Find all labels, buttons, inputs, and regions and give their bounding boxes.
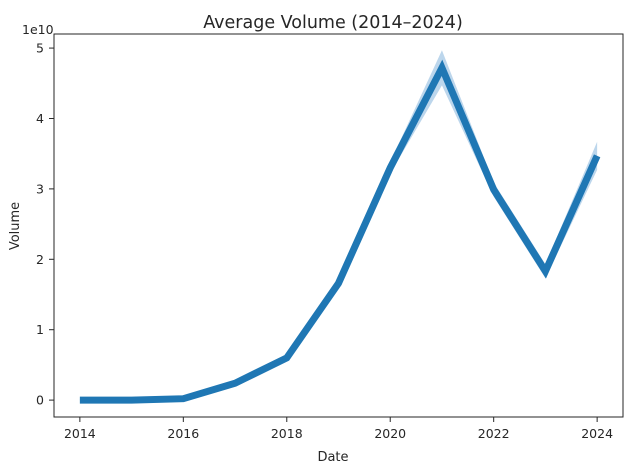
data-point [438,64,445,71]
y-axis-label: Volume [8,202,23,250]
y-tick-label: 5 [36,41,44,56]
data-point [283,354,290,361]
axes-frame [53,33,624,418]
data-point [387,164,394,171]
data-point [232,380,239,387]
y-offset-label: 1e10 [22,22,54,37]
x-tick-label: 2022 [478,426,510,441]
data-point [594,152,601,159]
series-line-layer [79,59,601,404]
series-line [79,59,601,404]
chart-title: Average Volume (2014–2024) [203,13,463,33]
x-axis-ticks: 2014 2016 2018 2020 2022 2024 [64,417,613,441]
plot-area [76,50,601,404]
data-point [542,268,549,275]
data-point [180,395,187,402]
x-tick-label: 2024 [581,426,613,441]
y-tick-label: 4 [36,111,44,126]
y-tick-label: 1 [36,322,44,337]
x-axis-label: Date [317,450,348,465]
x-tick-label: 2014 [64,426,96,441]
data-point [76,397,83,404]
data-point [490,186,497,193]
y-tick-label: 2 [36,252,44,267]
y-tick-label: 0 [36,393,44,408]
x-tick-label: 2016 [167,426,199,441]
confidence-band [79,50,598,401]
y-axis-ticks: 0 1 2 3 4 5 [36,41,54,408]
x-tick-label: 2018 [271,426,303,441]
data-point [335,280,342,287]
confidence-band-layer [79,50,598,401]
x-tick-label: 2020 [374,426,406,441]
data-point [128,397,135,404]
y-tick-label: 3 [36,181,44,196]
